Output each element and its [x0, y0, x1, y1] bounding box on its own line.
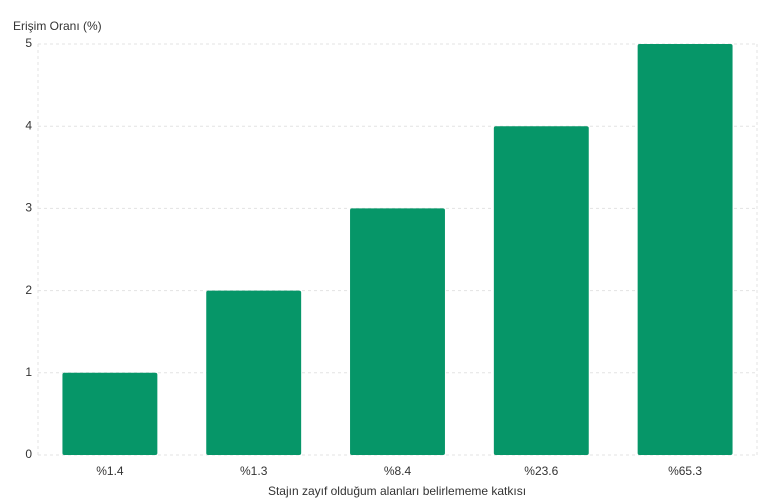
x-axis-title: Stajın zayıf olduğum alanları belirlemem…	[268, 484, 526, 498]
y-tick-label: 3	[25, 201, 32, 215]
y-axis-title: Erişim Oranı (%)	[13, 19, 102, 33]
y-tick-label: 2	[25, 283, 32, 297]
y-tick-label: 0	[25, 447, 32, 461]
x-tick-label: %65.3	[668, 464, 702, 478]
bar	[350, 208, 445, 455]
bar	[206, 290, 302, 455]
x-tick-label: %1.4	[96, 464, 124, 478]
x-tick-label: %23.6	[524, 464, 558, 478]
y-tick-label: 4	[25, 118, 32, 132]
bar	[493, 126, 589, 455]
bar	[637, 44, 733, 455]
y-tick-label: 1	[25, 365, 32, 379]
x-tick-label: %8.4	[384, 464, 412, 478]
bar	[62, 372, 158, 455]
y-tick-label: 5	[25, 36, 32, 50]
x-tick-label: %1.3	[240, 464, 268, 478]
